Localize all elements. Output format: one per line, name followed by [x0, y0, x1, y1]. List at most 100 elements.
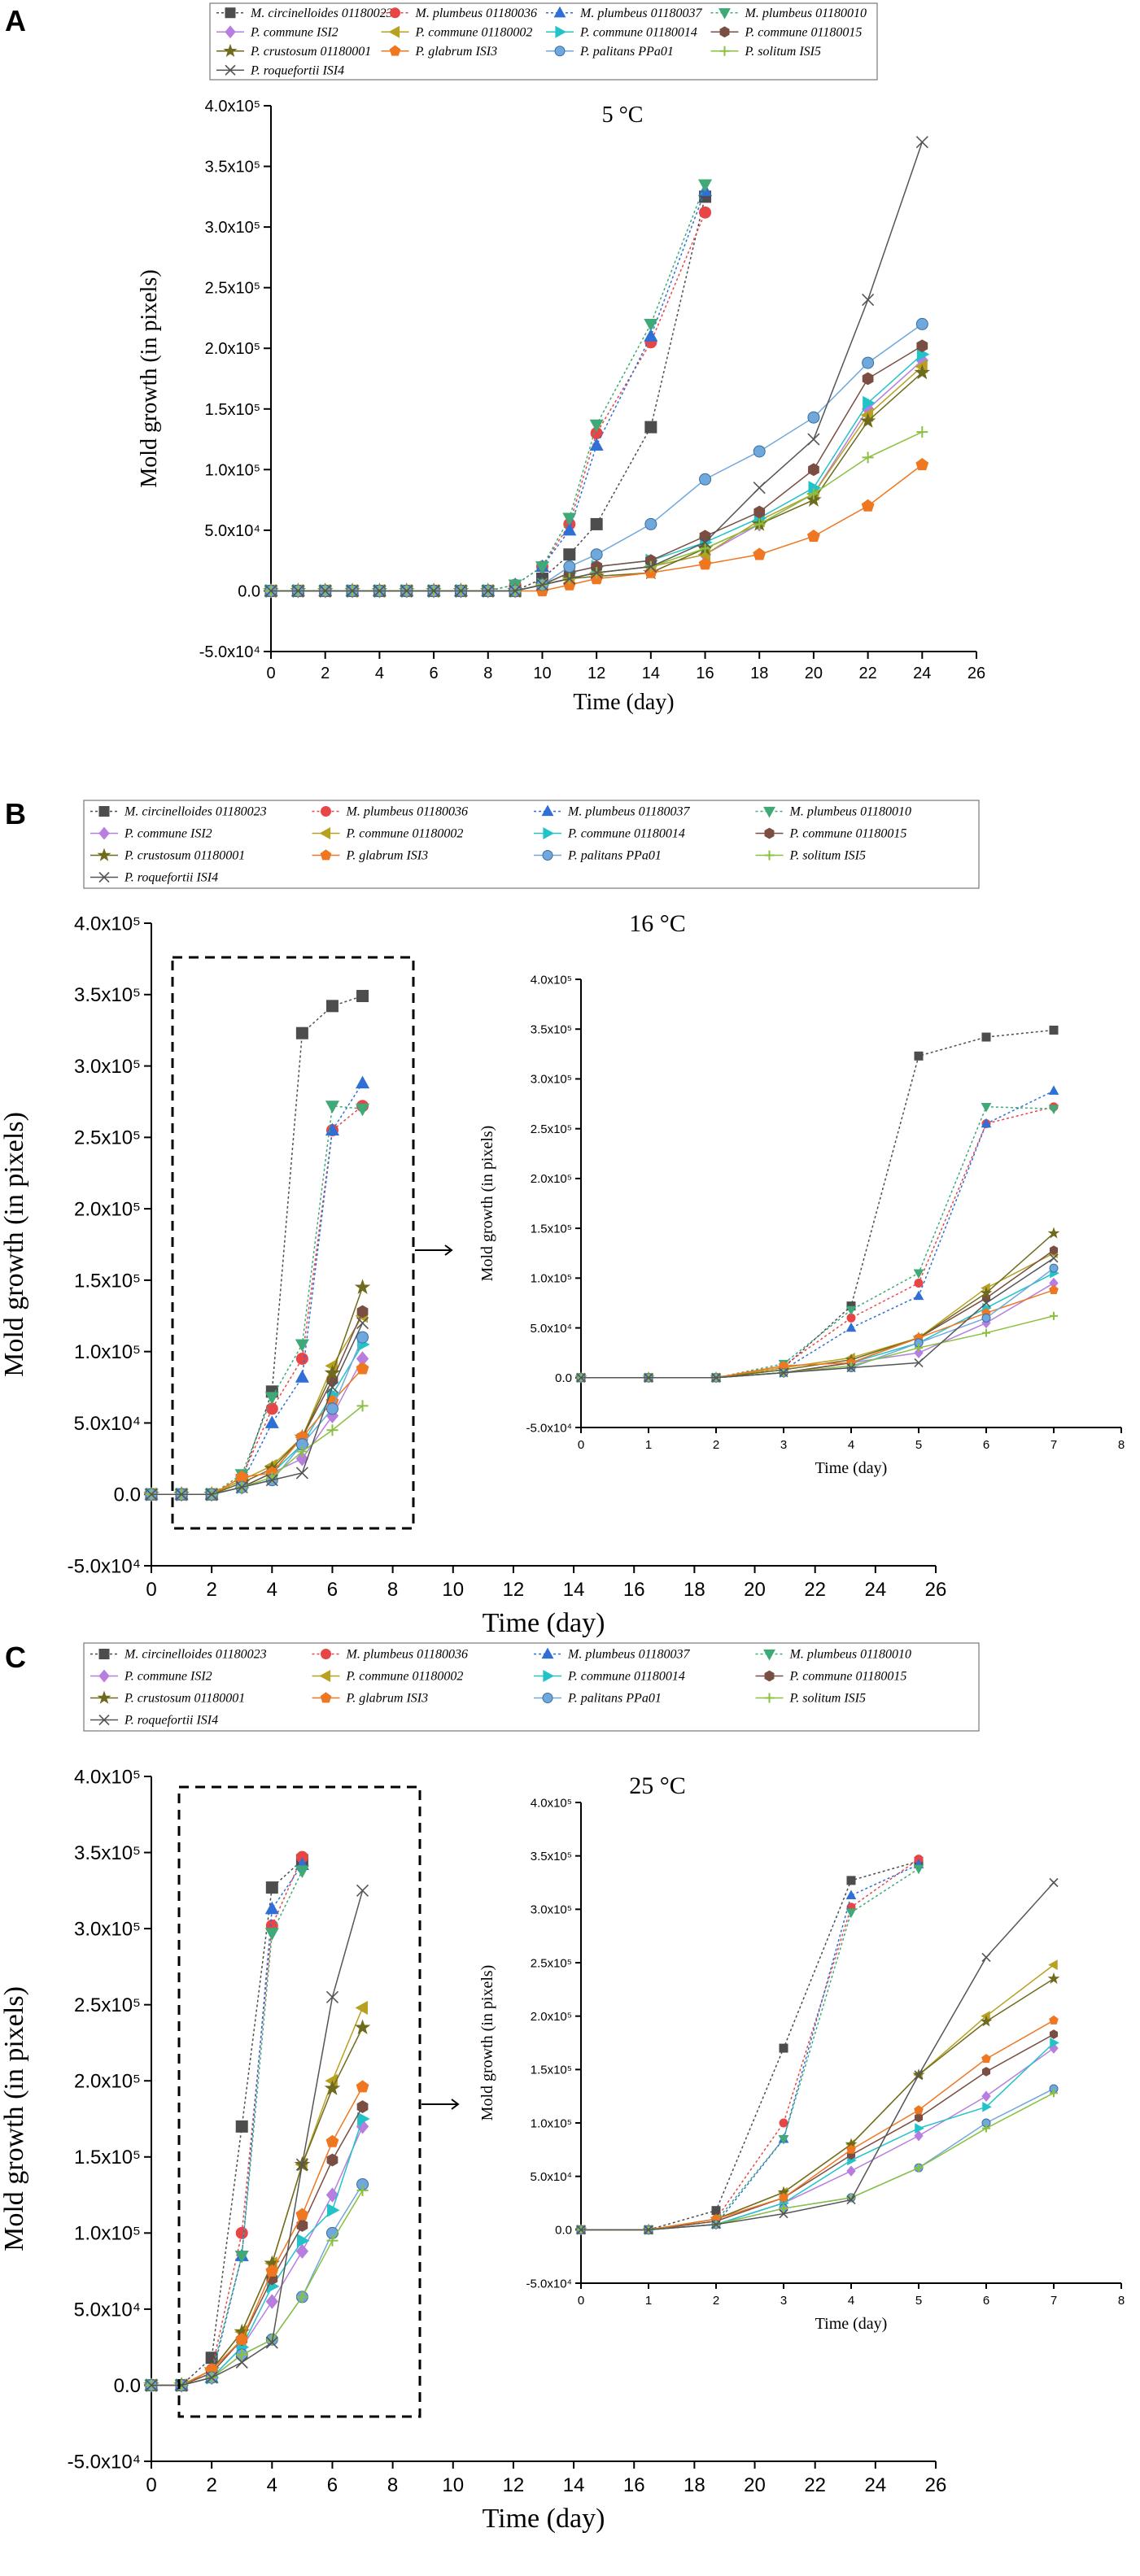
panel-b-main-x-tick-label: 12 [503, 1579, 525, 1601]
panel-c-inset-series-mp37 [575, 1859, 924, 2234]
data-point [535, 578, 549, 591]
legend-label: P. solitum ISI5 [789, 1692, 866, 1706]
data-point [295, 1865, 309, 1879]
panel-a-legend: M. circinelloides 01180023 M. plumbeus 01… [209, 2, 878, 81]
panel-b-main-x-tick-label: 24 [864, 1579, 886, 1601]
data-point [807, 433, 820, 446]
data-point [296, 1445, 308, 1458]
panel-b-main-x-tick-label: 22 [804, 1579, 826, 1601]
data-point [1049, 1253, 1059, 1263]
panel-a-legend-item-pc2: P. commune ISI2 [216, 25, 339, 39]
legend-marker [390, 7, 400, 19]
panel-c-main-x-tick-label: 12 [503, 2474, 525, 2496]
legend-marker [225, 25, 236, 39]
data-point [779, 2118, 788, 2128]
panel-b-inset-y-tick-label: 1.5x10⁵ [531, 1222, 572, 1236]
data-point [644, 2225, 653, 2234]
legend-label: M. plumbeus 01180036 [415, 7, 537, 20]
panel-c-main-y-tick-label: 1.0x10⁵ [74, 2223, 141, 2245]
data-point [264, 1901, 279, 1915]
legend-label: M. plumbeus 01180037 [567, 805, 690, 819]
panel-b-inset-y-tick-label: 2.0x10⁵ [531, 1172, 572, 1186]
panel-b-legend-item-pc2: P. commune ISI2 [90, 827, 212, 841]
panel-c-main-y-tick-label: 4.0x10⁵ [74, 1766, 141, 1788]
panel-c-main-x-tick-label: 22 [804, 2474, 826, 2496]
panel-b-legend-item-pcr: P. crustosum 01180001 [90, 848, 245, 863]
panel-c-inset-series-pr4 [576, 1877, 1059, 2234]
panel-b-main-x-tick-label: 16 [623, 1579, 645, 1601]
data-point [235, 2120, 248, 2133]
panel-b-main-x-tick-label: 20 [744, 1579, 766, 1601]
series-line [151, 2106, 364, 2386]
panel-c-legend-frame [83, 1642, 980, 1732]
panel-b-main-y-tick-label: 0.0 [114, 1484, 141, 1506]
data-point [295, 2243, 309, 2259]
data-point [981, 2067, 991, 2077]
data-point [915, 317, 928, 330]
data-point [845, 1890, 857, 1900]
data-point [698, 557, 712, 570]
panel-b-main-x-tick-label: 26 [925, 1579, 947, 1601]
panel-b-legend-item-ppa: P. palitans PPa01 [534, 849, 662, 863]
panel-b-inset-x-tick-label: 5 [915, 1438, 922, 1452]
legend-label: M. plumbeus 01180036 [346, 1648, 468, 1662]
data-point [981, 1032, 991, 1042]
data-point [1048, 1105, 1059, 1114]
data-point [916, 339, 928, 353]
panel-b-legend-item-pc02: P. commune 01180002 [312, 827, 463, 841]
panel-b-legend-item-pg3: P. glabrum ISI3 [312, 849, 428, 863]
panel-c-inset-x-tick-label: 4 [848, 2294, 854, 2308]
data-point [427, 584, 440, 598]
data-point [914, 2112, 924, 2123]
data-point [699, 473, 712, 486]
legend-label: P. commune 01180015 [789, 827, 907, 841]
data-point [356, 1316, 369, 1330]
panel-a-main-x-tick-label: 24 [913, 665, 931, 682]
series-line [151, 1859, 303, 2386]
data-point [862, 356, 875, 369]
panel-c-main-y-tick-label: 5.0x10⁴ [74, 2299, 141, 2321]
panel-a-main-y-tick-label: -5.0x10⁴ [199, 643, 260, 661]
panel-a-main-x-tick-label: 0 [266, 665, 275, 682]
data-point [234, 2250, 249, 2264]
data-point [699, 543, 711, 555]
series-line [581, 2092, 1055, 2231]
data-point [295, 1026, 308, 1040]
legend-label: P. commune ISI2 [124, 1670, 212, 1684]
panel-a-main-x-tick-label: 14 [642, 665, 660, 682]
legend-marker [321, 1649, 331, 1659]
panel-b-main-x-tick-label: 4 [267, 1579, 277, 1601]
data-point [699, 206, 712, 219]
panel-a-temperature-label: 5 °C [602, 102, 644, 128]
legend-marker [320, 849, 332, 861]
panel-b-main-x-title: Time (day) [483, 1608, 605, 1638]
data-point [325, 1380, 339, 1394]
legend-label: M. plumbeus 01180010 [745, 7, 867, 20]
data-point [264, 1415, 279, 1428]
legend-label: M. circinelloides 01180023 [124, 1648, 267, 1662]
data-point [845, 1908, 857, 1919]
panel-c-inset-x-tick-label: 6 [983, 2294, 989, 2308]
data-point [576, 1373, 586, 1383]
panel-a-main-y-tick-label: 1.5x10⁵ [205, 401, 260, 419]
panel-c-inset-series-mp36 [576, 1855, 924, 2234]
data-point [914, 1051, 924, 1061]
data-point [145, 2378, 158, 2392]
panel-b-inset-y-tick-label: 3.5x10⁵ [531, 1022, 572, 1036]
data-point [862, 294, 875, 307]
data-point [846, 2165, 856, 2177]
panel-a-main-series-ppa [264, 317, 928, 597]
panel-b-main-series [143, 990, 371, 1502]
panel-b-main-y-title: Mold growth (in pixels) [0, 1112, 29, 1377]
legend-marker [543, 1670, 554, 1682]
data-point [1050, 2089, 1058, 2098]
panel-b-inset-y-tick-label: 3.0x10⁵ [531, 1073, 572, 1087]
panel-c-main-x-tick-label: 0 [146, 2474, 156, 2496]
data-point [562, 512, 577, 526]
series-line [151, 1864, 304, 2386]
data-point [235, 2226, 248, 2239]
panel-c-main-y-tick-label: 3.0x10⁵ [74, 1919, 141, 1941]
data-point [325, 2134, 339, 2147]
data-point [325, 1402, 339, 1415]
panel-b-letter: B [5, 797, 26, 830]
